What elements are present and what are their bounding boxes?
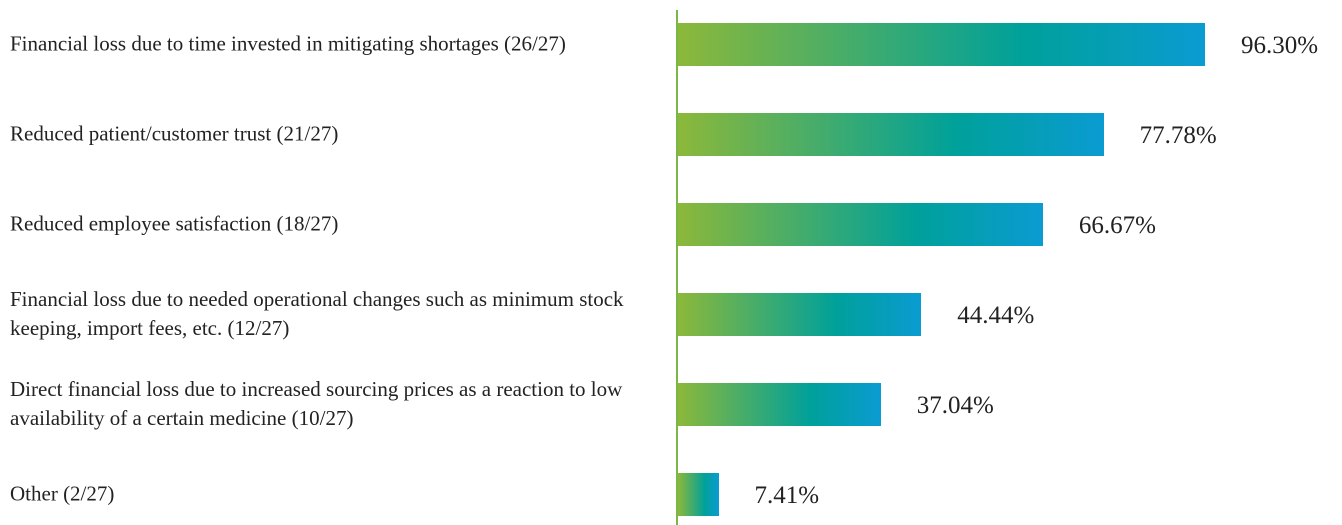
value-label: 7.41% [754, 482, 820, 509]
category-label: Reduced patient/customer trust (21/27) [10, 121, 339, 146]
category-label: Financial loss due to needed operational… [10, 287, 624, 340]
category-label: Financial loss due to time invested in m… [10, 31, 566, 56]
value-label: 96.30% [1241, 32, 1319, 59]
value-label: 77.78% [1139, 122, 1217, 149]
category-label: Reduced employee satisfaction (18/27) [10, 211, 339, 236]
bar [678, 22, 1205, 66]
bar [678, 202, 1043, 246]
value-label: 37.04% [916, 392, 994, 419]
value-label: 66.67% [1078, 212, 1156, 239]
bar [678, 382, 881, 426]
bar [678, 472, 719, 516]
axis-line [676, 10, 678, 525]
bar [678, 112, 1104, 156]
value-label: 44.44% [957, 302, 1035, 329]
category-label: Other (2/27) [10, 481, 115, 506]
category-label: Direct financial loss due to increased s… [10, 377, 623, 430]
bar [678, 292, 922, 336]
